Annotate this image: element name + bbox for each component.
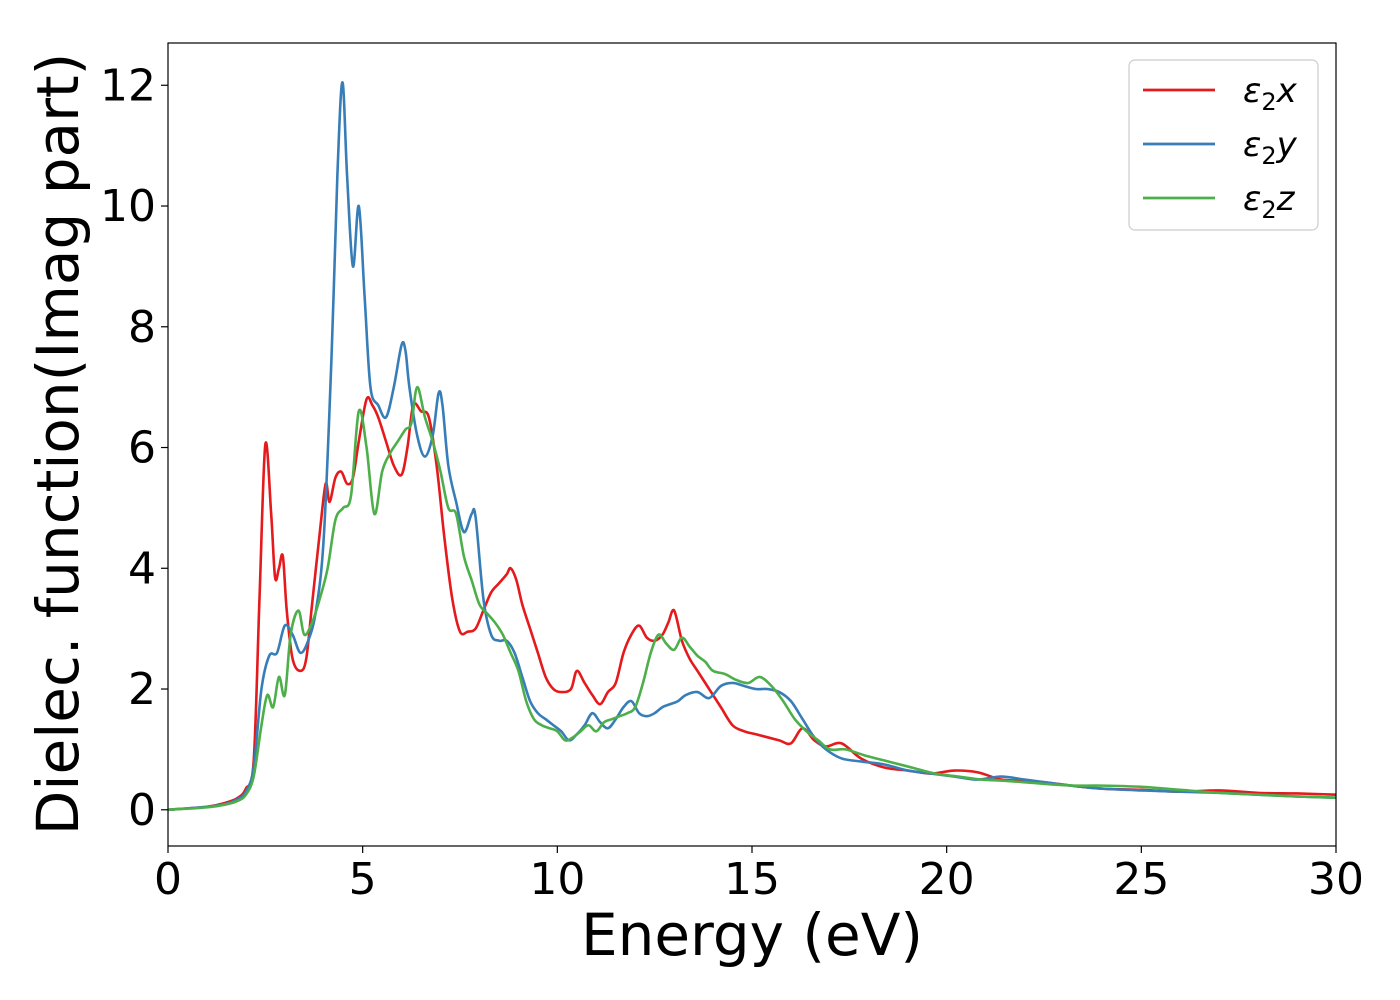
legend: ε2x ε2y ε2z <box>1128 59 1319 231</box>
y-tick-label: 12 <box>100 60 156 111</box>
legend-label-y: ε2y <box>1243 125 1298 170</box>
x-tick-label: 5 <box>349 854 377 905</box>
series-line-z <box>168 385 1336 812</box>
y-tick-label: 6 <box>128 423 156 474</box>
legend-label-z: ε2z <box>1243 179 1296 224</box>
x-axis: 0 5 10 15 20 25 30 <box>154 846 1364 905</box>
y-tick-label: 2 <box>128 664 156 715</box>
x-tick-label: 10 <box>529 854 585 905</box>
x-tick-label: 25 <box>1113 854 1169 905</box>
series-line-y <box>168 80 1336 812</box>
legend-label-x: ε2x <box>1243 71 1298 116</box>
y-tick-label: 10 <box>100 181 156 232</box>
series-layer <box>168 80 1336 812</box>
y-tick-label: 8 <box>128 302 156 353</box>
x-tick-label: 15 <box>724 854 780 905</box>
y-axis: 0 2 4 6 8 10 12 <box>100 60 168 836</box>
y-tick-label: 0 <box>128 785 156 836</box>
y-tick-label: 4 <box>128 543 156 594</box>
y-axis-title: Dielec. function(Imag part) <box>24 53 92 836</box>
x-axis-title: Energy (eV) <box>581 901 923 969</box>
series-line-x <box>168 395 1336 812</box>
legend-box <box>1128 59 1319 231</box>
x-tick-label: 0 <box>154 854 182 905</box>
x-tick-label: 20 <box>919 854 975 905</box>
x-tick-label: 30 <box>1308 854 1364 905</box>
